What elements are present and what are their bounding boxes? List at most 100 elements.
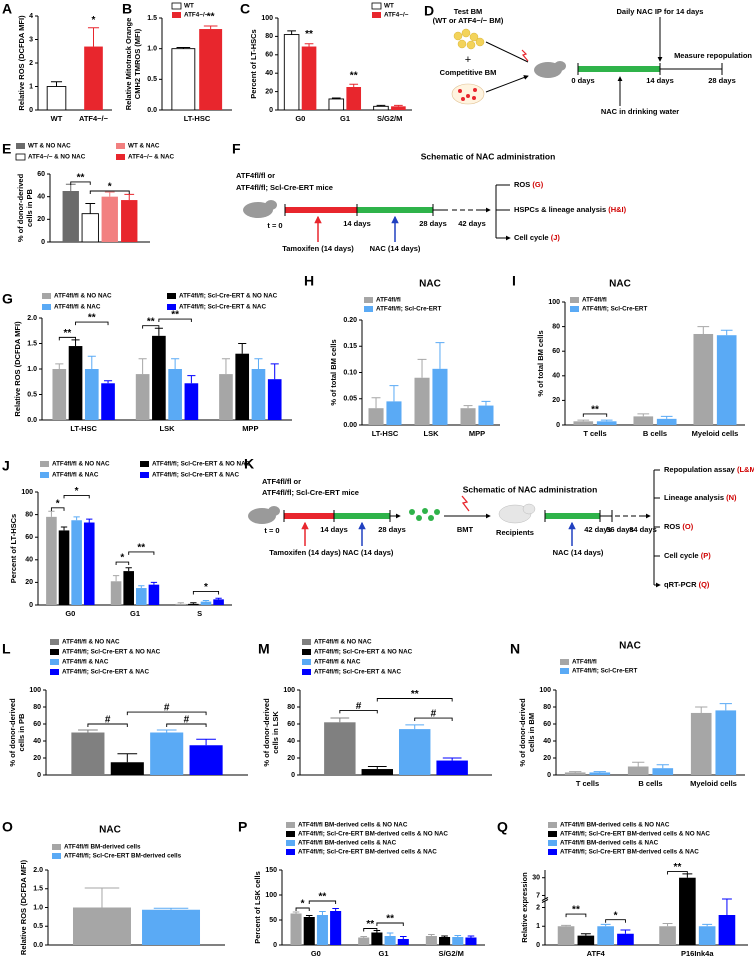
panel-letter: A <box>2 1 12 17</box>
output-label: ROS (O) <box>664 522 694 531</box>
legend-swatch <box>52 844 61 850</box>
chart-title: NAC <box>619 641 641 652</box>
bar <box>627 766 649 775</box>
legend-label: ATF4fl/fl; Scl-Cre-ERT & NAC <box>152 472 239 479</box>
significance-label: # <box>164 703 170 714</box>
y-axis-label: Relative ROS (DCFDA MFI) <box>17 15 26 111</box>
label: + <box>465 54 471 66</box>
label: ATF4fl/fl or <box>262 477 301 486</box>
error-bar <box>117 753 138 763</box>
y-tick-label: 1.0 <box>27 366 37 373</box>
panel-letter: K <box>244 456 254 472</box>
panel-letter: O <box>2 819 13 835</box>
error-bar <box>371 397 381 409</box>
error-bar <box>721 898 732 915</box>
output-label: Repopulation assay (L&M) <box>664 465 754 474</box>
legend-swatch <box>116 143 125 149</box>
x-tick-label: ATF4−/− <box>79 114 109 123</box>
bar <box>175 603 187 605</box>
label: Measure repopulation <box>674 51 752 60</box>
y-tick-label: 0.10 <box>343 369 357 376</box>
bar <box>452 937 464 945</box>
label: 42 days <box>584 525 612 534</box>
y-tick-label: 60 <box>33 721 41 728</box>
legend-swatch <box>42 293 51 299</box>
bar <box>373 105 389 111</box>
y-tick-label: 0.05 <box>343 396 357 403</box>
mouse-icon <box>268 506 280 516</box>
y-axis-label: Relative expression <box>520 872 529 943</box>
y-tick-label: 100 <box>548 299 560 306</box>
bar <box>290 913 302 945</box>
y-tick-label: 80 <box>543 704 551 711</box>
bar <box>213 599 224 605</box>
y-tick-label: 50 <box>269 917 277 924</box>
y-tick-label: 80 <box>33 704 41 711</box>
label: NAC (14 days) <box>343 548 394 557</box>
y-tick-label: 60 <box>543 721 551 728</box>
y-axis-label: % of total BM cells <box>329 339 338 405</box>
legend-swatch <box>15 153 26 161</box>
mouse-icon <box>554 61 566 71</box>
bar <box>425 936 437 945</box>
significance-bracket <box>50 507 65 511</box>
y-tick-label: 0 <box>29 107 33 114</box>
bar <box>596 421 617 425</box>
error-bar <box>593 771 606 773</box>
error-bar <box>441 935 448 937</box>
output-label: Lineage analysis (N) <box>664 493 737 502</box>
mouse-icon <box>265 200 277 210</box>
significance-bracket <box>70 181 91 185</box>
legend-swatch <box>50 649 59 655</box>
significance-label: # <box>431 709 437 720</box>
label: 42 days <box>458 219 486 228</box>
panel-letter: B <box>122 1 132 17</box>
error-bar <box>695 706 708 713</box>
legend-label: ATF4fl/fl & NO NAC <box>54 293 112 300</box>
bar <box>71 732 105 775</box>
timeline <box>544 510 613 522</box>
bar <box>101 383 115 420</box>
significance-label: ** <box>674 862 682 873</box>
y-axis-label: cells in BM <box>527 713 536 752</box>
panel-letter: G <box>2 291 13 307</box>
y-tick-label: 4 <box>29 13 33 20</box>
x-tick-label: S/G2/M <box>377 114 402 123</box>
bar <box>152 335 166 420</box>
mouse-icon <box>522 503 536 515</box>
y-tick-label: 60 <box>552 348 560 355</box>
y-tick-label: 60 <box>287 721 295 728</box>
y-tick-label: 100 <box>283 687 295 694</box>
x-tick-label: G0 <box>65 609 75 618</box>
error-bar <box>376 104 386 107</box>
error-bar <box>221 358 231 375</box>
y-axis-label: % of donor-derived <box>16 173 25 242</box>
bar <box>171 48 196 111</box>
bar <box>693 333 714 425</box>
y-tick-label: 80 <box>287 704 295 711</box>
legend-swatch <box>40 461 49 467</box>
significance-label: * <box>56 498 60 509</box>
legend-swatch <box>50 639 59 645</box>
significance-label: ** <box>305 29 313 40</box>
label: NAC (14 days) <box>370 244 421 253</box>
output-label: ROS (G) <box>514 180 544 189</box>
legend-swatch <box>548 849 557 855</box>
error-bar <box>305 915 313 917</box>
significance-bracket <box>414 717 453 722</box>
bar <box>633 416 654 425</box>
significance-label: # <box>356 701 362 712</box>
error-bar <box>697 326 710 334</box>
significance-label: * <box>75 486 79 497</box>
error-bar <box>428 934 435 936</box>
significance-bracket <box>192 590 220 595</box>
label: 28 days <box>378 525 406 534</box>
error-bar <box>176 46 191 49</box>
y-tick-label: 1.5 <box>147 15 157 22</box>
significance-label: # <box>105 715 111 726</box>
bar <box>557 926 575 945</box>
legend-swatch <box>50 669 59 675</box>
panel-letter: N <box>510 641 520 657</box>
bar <box>597 926 614 945</box>
legend-label: ATF4fl/fl; Scl-Cre-ERT & NO NAC <box>179 293 278 300</box>
